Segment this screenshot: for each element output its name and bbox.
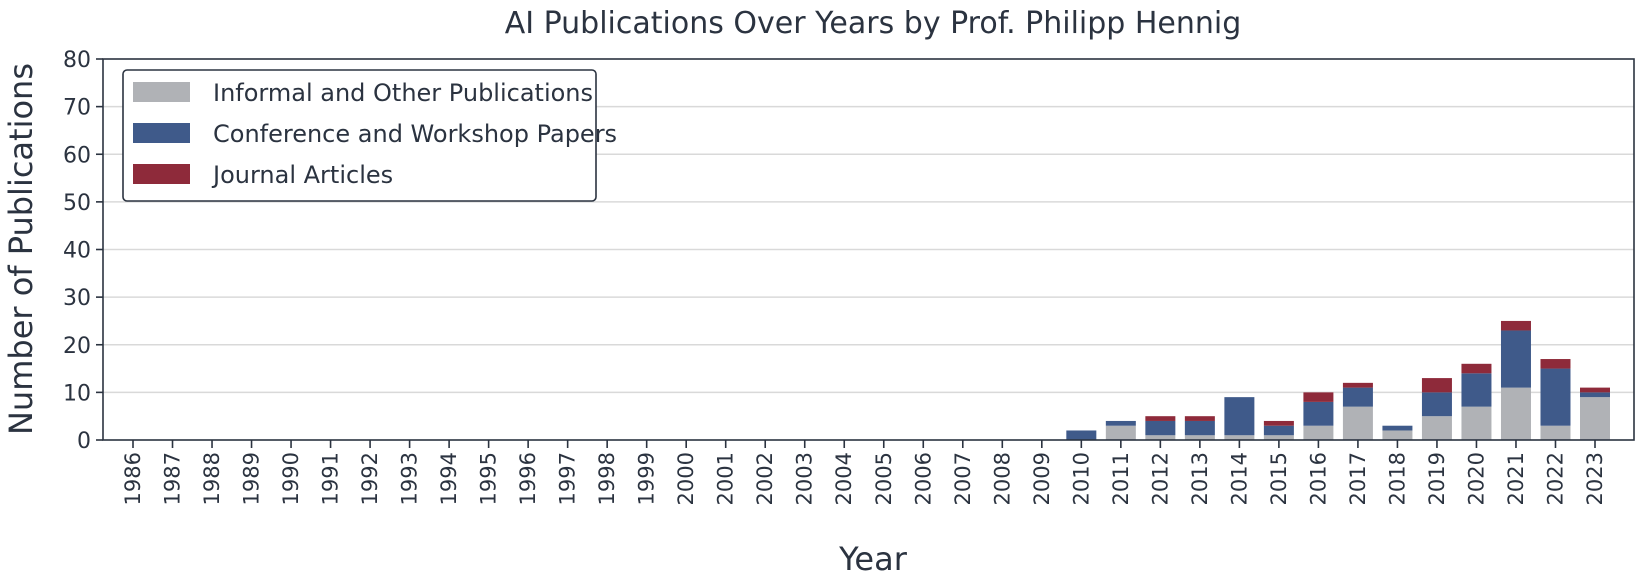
bar-segment	[1105, 425, 1136, 440]
bar-segment	[1540, 359, 1571, 369]
x-tick-label: 1996	[516, 452, 540, 505]
legend-swatch	[133, 123, 190, 143]
bar-segment	[1303, 425, 1334, 440]
bar-segment	[1184, 416, 1215, 421]
x-tick-label: 1999	[635, 452, 659, 505]
bar-segment	[1105, 420, 1136, 426]
bar-segment	[1342, 387, 1373, 407]
legend-swatch	[133, 164, 190, 184]
bar-segment	[1500, 320, 1531, 331]
y-tick-label: 10	[63, 381, 91, 406]
x-tick-label: 2019	[1425, 452, 1449, 505]
x-tick-label: 2006	[911, 452, 935, 505]
y-tick-label: 60	[63, 143, 91, 168]
x-tick-label: 1992	[358, 452, 382, 505]
x-tick-label: 2005	[872, 452, 896, 505]
x-tick-label: 1997	[556, 452, 580, 505]
y-tick-label: 40	[63, 239, 91, 264]
x-tick-label: 2003	[793, 452, 817, 505]
y-axis-title: Number of Publications	[2, 63, 40, 435]
legend-swatch	[133, 82, 190, 102]
bar-segment	[1184, 435, 1215, 440]
bar-segment	[1263, 435, 1294, 440]
bar-segment	[1580, 392, 1610, 398]
bar-segment	[1303, 392, 1334, 402]
x-tick-label: 2002	[753, 452, 777, 505]
x-tick-label: 1995	[477, 452, 501, 505]
x-tick-label: 1987	[161, 452, 185, 505]
y-tick-label: 0	[77, 429, 91, 454]
legend-label: Journal Articles	[211, 161, 393, 189]
bar-segment	[1580, 397, 1610, 440]
x-tick-label: 2011	[1109, 452, 1133, 505]
legend-label: Conference and Workshop Papers	[213, 120, 617, 148]
bar-segment	[1421, 378, 1452, 393]
x-tick-label: 1990	[279, 452, 303, 505]
bar-segment	[1540, 368, 1571, 426]
x-tick-label: 2017	[1346, 452, 1370, 505]
bar-segment	[1263, 420, 1294, 426]
bar-segment	[1382, 425, 1413, 431]
bar-segment	[1224, 435, 1255, 440]
bar-segment	[1461, 373, 1492, 407]
x-tick-label: 1991	[319, 452, 343, 505]
legend: Informal and Other Publications Conferenc…	[122, 69, 617, 202]
bar-segment	[1342, 406, 1373, 440]
x-tick-label: 2013	[1188, 452, 1212, 505]
bar-segment	[1500, 387, 1531, 440]
x-tick-label: 2010	[1069, 452, 1093, 505]
x-tick-label: 1986	[121, 452, 145, 505]
y-tick-label: 80	[63, 48, 91, 73]
x-tick-label: 1998	[595, 452, 619, 505]
x-tick-label: 2022	[1543, 452, 1567, 505]
x-tick-label: 2012	[1148, 452, 1172, 505]
bar-segment	[1184, 420, 1215, 436]
bar-segment	[1461, 363, 1492, 374]
chart-title: AI Publications Over Years by Prof. Phil…	[505, 6, 1242, 41]
y-tick-label: 50	[63, 191, 91, 216]
bar-segment	[1342, 382, 1373, 388]
bar-segment	[1145, 416, 1176, 421]
x-tick-label: 2001	[714, 452, 738, 505]
x-tick-label: 2009	[1030, 452, 1054, 505]
x-axis-title: Year	[838, 540, 908, 578]
x-tick-label: 2007	[951, 452, 975, 505]
x-tick-label: 2000	[674, 452, 698, 505]
x-tick-label: 1989	[240, 452, 264, 505]
x-tick-label: 2020	[1464, 452, 1488, 505]
x-tick-label: 2014	[1227, 452, 1251, 505]
x-tick-label: 1994	[437, 452, 461, 505]
legend-label: Informal and Other Publications	[213, 79, 593, 107]
x-tick-label: 2021	[1504, 452, 1528, 505]
x-tick-label: 1988	[200, 452, 224, 505]
x-tick-label: 2023	[1583, 452, 1607, 505]
bar-segment	[1421, 416, 1452, 440]
x-tick-label: 2008	[990, 452, 1014, 505]
bar-segment	[1382, 430, 1413, 440]
bar-segment	[1421, 392, 1452, 417]
bar-segment	[1224, 397, 1255, 436]
y-tick-label: 70	[63, 96, 91, 121]
bar-segment	[1145, 420, 1176, 436]
bars	[1066, 320, 1610, 440]
bar-segment	[1540, 425, 1571, 440]
x-tick-label: 1993	[398, 452, 422, 505]
legend-box	[122, 69, 597, 202]
x-tick-label: 2004	[832, 452, 856, 505]
y-axis: 0 10 20 30 40 50 60 70 80	[63, 48, 103, 454]
x-tick-label: 2016	[1306, 452, 1330, 505]
x-tick-label: 2015	[1267, 452, 1291, 505]
x-tick-label: 2018	[1385, 452, 1409, 505]
bar-segment	[1303, 401, 1334, 426]
bar-segment	[1066, 430, 1097, 440]
bar-segment	[1263, 425, 1294, 436]
bar-segment	[1500, 330, 1531, 388]
y-tick-label: 20	[63, 334, 91, 359]
bar-segment	[1580, 387, 1610, 393]
bar-segment	[1145, 435, 1176, 440]
y-tick-label: 30	[63, 286, 91, 311]
bar-segment	[1461, 406, 1492, 440]
x-axis: 1986 1987 1988 1989 1990 1991 1992 1993 1994 1995…	[121, 440, 1607, 505]
